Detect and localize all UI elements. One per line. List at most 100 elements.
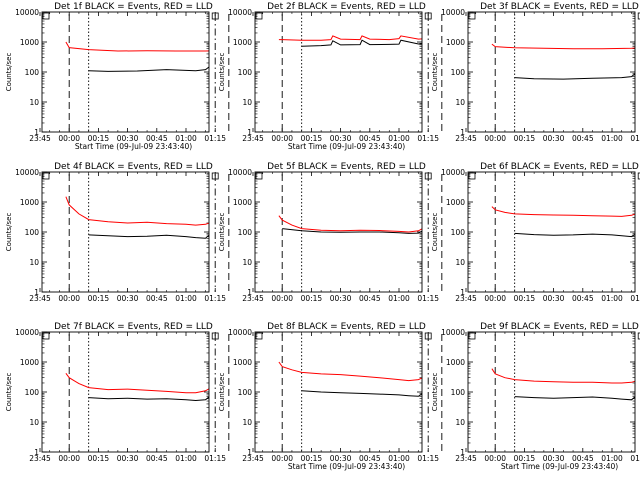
x-tick-label: 00:00: [58, 454, 80, 463]
flare-marker-box: [211, 172, 219, 180]
y-axis-label: Counts/sec: [218, 213, 226, 252]
x-tick-label: 01:15: [630, 454, 640, 463]
lld-rate-line: [278, 215, 422, 233]
chart-title: Det 7f BLACK = Events, RED = LLD: [54, 322, 213, 332]
x-tick-label: 01:00: [601, 294, 623, 303]
chart-panel-2: Det 2f BLACK = Events, RED = LLD Counts/s…: [218, 2, 443, 151]
y-tick-label: 10: [455, 98, 465, 107]
plot-frame: [254, 171, 423, 293]
events-rate-line: [301, 39, 422, 47]
x-tick-label: 00:15: [514, 454, 536, 463]
y-tick-label: 1000: [233, 38, 252, 47]
x-tick-label: 00:00: [58, 294, 80, 303]
y-tick-label: 1000: [446, 38, 465, 47]
x-tick-label: 01:00: [388, 294, 410, 303]
y-tick-label: 100: [451, 68, 466, 77]
y-tick-label: 10000: [15, 168, 39, 177]
x-tick-label: 00:45: [572, 134, 594, 143]
corner-marker-box: [468, 172, 476, 180]
chart-panel-1: Det 1f BLACK = Events, RED = LLD Counts/s…: [5, 2, 230, 151]
flare-marker-box: [424, 332, 432, 340]
y-tick-label: 10000: [441, 328, 465, 337]
x-tick-label: 00:15: [88, 134, 110, 143]
x-tick-label: 00:00: [58, 134, 80, 143]
corner-marker-box: [255, 172, 263, 180]
x-tick-label: 00:45: [359, 454, 381, 463]
y-tick-label: 10000: [228, 168, 252, 177]
y-tick-label: 10: [29, 258, 39, 267]
y-tick-label: 100: [451, 228, 466, 237]
y-axis-label: Counts/sec: [5, 53, 13, 92]
chart-panel-4: Det 4f BLACK = Events, RED = LLD Counts/s…: [5, 162, 230, 303]
events-rate-line: [88, 66, 209, 72]
chart-title: Det 5f BLACK = Events, RED = LLD: [267, 162, 426, 172]
x-tick-label: 23:45: [242, 134, 264, 143]
x-tick-label: 00:15: [301, 134, 323, 143]
x-tick-label: 00:15: [88, 294, 110, 303]
lld-rate-line: [491, 206, 635, 217]
y-tick-label: 100: [451, 388, 466, 397]
lld-rate-line: [491, 368, 635, 384]
chart-title: Det 1f BLACK = Events, RED = LLD: [54, 2, 213, 12]
y-tick-label: 10000: [441, 8, 465, 17]
x-tick-label: 00:45: [572, 294, 594, 303]
flare-marker-box: [424, 172, 432, 180]
y-tick-label: 10: [242, 418, 252, 427]
x-axis-label: Start Time (09-Jul-09 23:43:40): [501, 462, 618, 471]
x-tick-label: 00:30: [117, 294, 139, 303]
flare-marker-box: [211, 12, 219, 20]
x-axis-label: Start Time (09-Jul-09 23:43:40): [288, 462, 405, 471]
x-tick-label: 00:00: [271, 454, 293, 463]
events-rate-line: [301, 390, 422, 397]
y-tick-label: 1: [34, 448, 39, 457]
flare-marker-box: [211, 332, 219, 340]
x-tick-label: 01:15: [204, 134, 226, 143]
x-tick-label: 01:15: [630, 134, 640, 143]
events-rate-line: [88, 396, 209, 402]
x-tick-label: 00:15: [301, 454, 323, 463]
x-tick-label: 00:00: [271, 134, 293, 143]
x-tick-label: 01:00: [175, 134, 197, 143]
x-tick-label: 00:15: [514, 134, 536, 143]
y-tick-label: 10: [455, 418, 465, 427]
y-tick-label: 10000: [228, 328, 252, 337]
y-axis-label: Counts/sec: [5, 373, 13, 412]
x-tick-label: 01:15: [417, 134, 439, 143]
y-tick-label: 10000: [228, 8, 252, 17]
x-tick-label: 01:00: [175, 294, 197, 303]
y-axis-label: Counts/sec: [431, 213, 439, 252]
y-tick-label: 1: [34, 128, 39, 137]
x-tick-label: 01:15: [630, 294, 640, 303]
x-tick-label: 00:15: [301, 294, 323, 303]
chart-panel-6: Det 6f BLACK = Events, RED = LLD Counts/s…: [431, 162, 640, 303]
corner-marker-box: [255, 332, 263, 340]
x-tick-label: 00:45: [146, 294, 168, 303]
x-tick-label: 00:00: [484, 134, 506, 143]
y-tick-label: 1: [247, 288, 252, 297]
plot-frame: [467, 11, 636, 133]
y-tick-label: 10: [29, 98, 39, 107]
plot-frame: [467, 331, 636, 453]
events-rate-line: [88, 234, 209, 239]
chart-title: Det 6f BLACK = Events, RED = LLD: [480, 162, 639, 172]
plot-frame: [41, 331, 210, 453]
y-tick-label: 1000: [20, 358, 39, 367]
y-tick-label: 1000: [20, 198, 39, 207]
y-axis-label: Counts/sec: [431, 373, 439, 412]
flare-marker-box: [424, 12, 432, 20]
chart-title: Det 8f BLACK = Events, RED = LLD: [267, 322, 426, 332]
y-tick-label: 10: [29, 418, 39, 427]
events-rate-line: [514, 232, 635, 238]
x-tick-label: 00:30: [117, 454, 139, 463]
y-tick-label: 100: [25, 388, 40, 397]
x-tick-label: 23:45: [242, 454, 264, 463]
y-tick-label: 10: [242, 98, 252, 107]
y-tick-label: 1: [247, 128, 252, 137]
lld-rate-line: [278, 361, 422, 382]
chart-panel-9: Det 9f BLACK = Events, RED = LLD Counts/s…: [431, 322, 640, 471]
x-tick-label: 23:45: [29, 454, 51, 463]
y-axis-label: Counts/sec: [218, 53, 226, 92]
y-tick-label: 10: [455, 258, 465, 267]
